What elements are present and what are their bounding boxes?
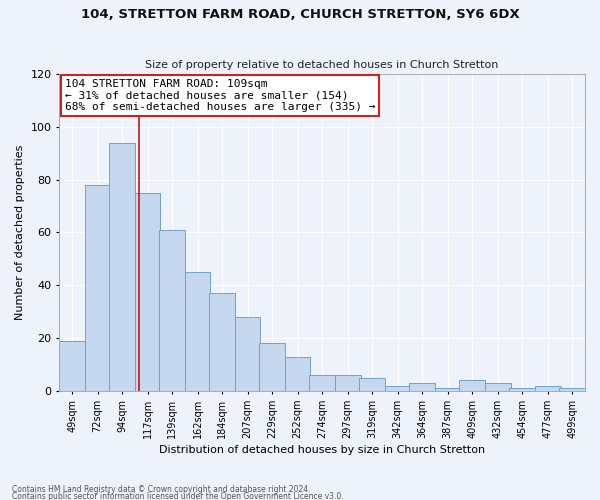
Bar bbox=[135, 193, 160, 391]
Bar bbox=[285, 356, 310, 391]
Text: 104 STRETTON FARM ROAD: 109sqm
← 31% of detached houses are smaller (154)
68% of: 104 STRETTON FARM ROAD: 109sqm ← 31% of … bbox=[65, 79, 375, 112]
Bar bbox=[460, 380, 485, 391]
Bar bbox=[160, 230, 185, 391]
Text: Contains public sector information licensed under the Open Government Licence v3: Contains public sector information licen… bbox=[12, 492, 344, 500]
Bar bbox=[109, 142, 135, 391]
Bar bbox=[59, 340, 85, 391]
Bar bbox=[209, 293, 235, 391]
Bar bbox=[185, 272, 211, 391]
Bar bbox=[535, 386, 560, 391]
Bar bbox=[385, 386, 410, 391]
Text: 104, STRETTON FARM ROAD, CHURCH STRETTON, SY6 6DX: 104, STRETTON FARM ROAD, CHURCH STRETTON… bbox=[80, 8, 520, 20]
Bar bbox=[559, 388, 585, 391]
Text: Contains HM Land Registry data © Crown copyright and database right 2024.: Contains HM Land Registry data © Crown c… bbox=[12, 486, 311, 494]
Bar bbox=[235, 317, 260, 391]
X-axis label: Distribution of detached houses by size in Church Stretton: Distribution of detached houses by size … bbox=[159, 445, 485, 455]
Y-axis label: Number of detached properties: Number of detached properties bbox=[15, 145, 25, 320]
Bar bbox=[485, 383, 511, 391]
Bar bbox=[259, 344, 285, 391]
Bar bbox=[409, 383, 435, 391]
Bar bbox=[335, 375, 361, 391]
Bar bbox=[435, 388, 461, 391]
Bar bbox=[85, 185, 110, 391]
Title: Size of property relative to detached houses in Church Stretton: Size of property relative to detached ho… bbox=[145, 60, 499, 70]
Bar bbox=[509, 388, 535, 391]
Bar bbox=[359, 378, 385, 391]
Bar bbox=[310, 375, 335, 391]
